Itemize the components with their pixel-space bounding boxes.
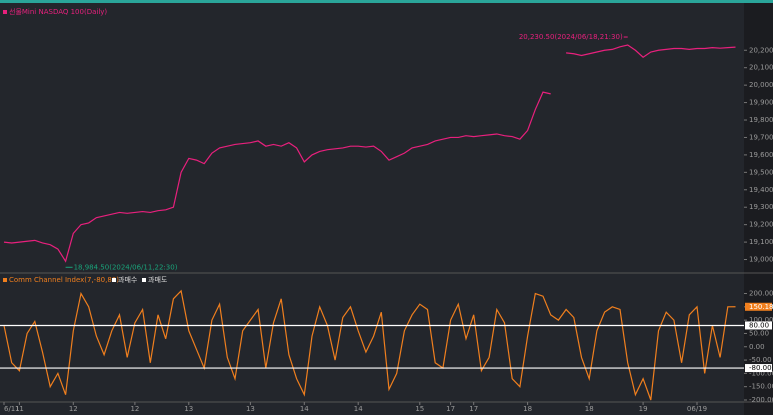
x-tick-label: 14 bbox=[300, 405, 309, 413]
x-tick-label: 18 bbox=[523, 405, 532, 413]
top-border bbox=[0, 0, 773, 3]
series-line bbox=[3, 289, 736, 401]
x-tick-label: 12 bbox=[130, 405, 139, 413]
series-line bbox=[3, 44, 736, 263]
y-tick-label: 20,100.00 bbox=[749, 64, 773, 72]
level-legend: 과매도 bbox=[148, 275, 168, 284]
high-annotation: 20,230.50(2024/06/18,21:30) bbox=[519, 33, 623, 41]
y-tick-label: 20,200.00 bbox=[749, 46, 773, 54]
level-label-box bbox=[745, 321, 772, 330]
title-square bbox=[3, 10, 7, 14]
y-tick-label: 19,200.00 bbox=[749, 221, 773, 229]
y-tick-label: 19,100.00 bbox=[749, 238, 773, 246]
x-tick-label: 13 bbox=[184, 405, 193, 413]
x-tick-label: 11 bbox=[15, 405, 24, 413]
current-value-box bbox=[745, 302, 772, 311]
y-tick-label: -150.00 bbox=[749, 383, 773, 391]
y-tick-label: 100.00 bbox=[749, 316, 773, 324]
price-axis-panel bbox=[744, 3, 773, 415]
x-tick-label: 13 bbox=[246, 405, 255, 413]
y-tick-label: 20,000.00 bbox=[749, 81, 773, 89]
y-tick-label: 200.00 bbox=[749, 290, 773, 298]
y-tick-label: 19,000.00 bbox=[749, 256, 773, 264]
y-tick-label: 19,300.00 bbox=[749, 203, 773, 211]
price-title: 선물Mini NASDAQ 100(Daily) bbox=[9, 7, 107, 16]
x-tick-label: 19 bbox=[639, 405, 648, 413]
y-tick-label: 19,900.00 bbox=[749, 99, 773, 107]
y-tick-label: 19,500.00 bbox=[749, 168, 773, 176]
y-tick-label: 19,400.00 bbox=[749, 186, 773, 194]
y-tick-label: 19,800.00 bbox=[749, 116, 773, 124]
x-tick-label: 14 bbox=[354, 405, 363, 413]
x-tick-label: 17 bbox=[446, 405, 455, 413]
y-tick-label: -50.00 bbox=[749, 356, 772, 364]
level-label: 80.00 bbox=[749, 321, 769, 329]
x-tick-label: 17 bbox=[469, 405, 478, 413]
cci-title: Comm Channel Index(7,-80,80) bbox=[9, 276, 119, 284]
x-tick-label: 15 bbox=[415, 405, 424, 413]
y-tick-label: -200.00 bbox=[749, 396, 773, 404]
y-tick-label: 50.00 bbox=[749, 329, 769, 337]
y-tick-label: 19,700.00 bbox=[749, 133, 773, 141]
y-tick-label: 0.00 bbox=[749, 343, 765, 351]
y-tick-label: -100.00 bbox=[749, 369, 773, 377]
level-square bbox=[112, 278, 116, 282]
x-tick-label: 06/19 bbox=[687, 405, 707, 413]
level-label-box bbox=[745, 364, 772, 373]
current-value-label: 150.18 bbox=[749, 303, 773, 311]
level-square bbox=[142, 278, 146, 282]
level-label: -80.00 bbox=[749, 364, 772, 372]
y-tick-label: 19,600.00 bbox=[749, 151, 773, 159]
level-legend: 과매수 bbox=[118, 275, 138, 284]
x-tick-label: 18 bbox=[585, 405, 594, 413]
x-tick-label: 12 bbox=[69, 405, 78, 413]
title-square bbox=[3, 278, 7, 282]
low-annotation: 18,984.50(2024/06/11,22:30) bbox=[74, 263, 178, 271]
x-tick-label: 6/11 bbox=[4, 405, 20, 413]
